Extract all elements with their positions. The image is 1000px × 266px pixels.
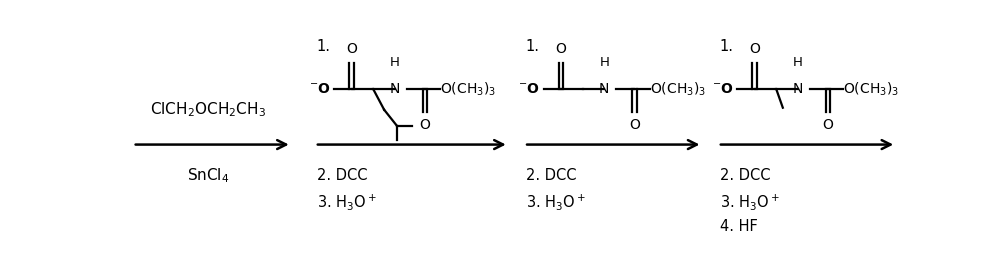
Text: O(CH$_3$)$_3$: O(CH$_3$)$_3$ [650, 81, 706, 98]
Text: 2. DCC: 2. DCC [526, 168, 577, 183]
Text: SnCl$_4$: SnCl$_4$ [187, 166, 229, 185]
Text: H: H [793, 56, 803, 69]
Text: O(CH$_3$)$_3$: O(CH$_3$)$_3$ [843, 81, 899, 98]
Text: 2. DCC: 2. DCC [720, 168, 771, 183]
Text: ClCH$_2$OCH$_2$CH$_3$: ClCH$_2$OCH$_2$CH$_3$ [150, 100, 266, 119]
Text: O(CH$_3$)$_3$: O(CH$_3$)$_3$ [440, 81, 496, 98]
Text: N: N [390, 82, 400, 96]
Text: O: O [555, 43, 566, 56]
Text: O: O [749, 43, 760, 56]
Text: O: O [629, 118, 640, 132]
Text: 4. HF: 4. HF [720, 219, 758, 234]
Text: $^{-}$O: $^{-}$O [518, 82, 540, 96]
Text: H: H [599, 56, 609, 69]
Text: 3. H$_3$O$^+$: 3. H$_3$O$^+$ [526, 192, 586, 212]
Text: 1.: 1. [719, 39, 733, 54]
Text: N: N [793, 82, 803, 96]
Text: $^{-}$O: $^{-}$O [309, 82, 330, 96]
Text: H: H [390, 56, 400, 69]
Text: O: O [346, 43, 357, 56]
Text: N: N [599, 82, 609, 96]
Text: 1.: 1. [316, 39, 330, 54]
Text: $^{-}$O: $^{-}$O [712, 82, 733, 96]
Text: 3. H$_3$O$^+$: 3. H$_3$O$^+$ [317, 192, 377, 212]
Text: O: O [823, 118, 834, 132]
Text: 1.: 1. [526, 39, 540, 54]
Text: 3. H$_3$O$^+$: 3. H$_3$O$^+$ [720, 192, 780, 212]
Text: 2. DCC: 2. DCC [317, 168, 368, 183]
Text: O: O [420, 118, 431, 132]
